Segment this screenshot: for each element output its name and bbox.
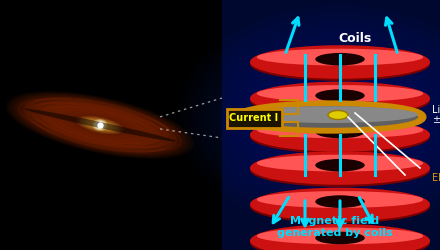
Ellipse shape: [257, 155, 423, 172]
Ellipse shape: [62, 112, 138, 138]
Ellipse shape: [315, 159, 365, 172]
Ellipse shape: [78, 117, 121, 133]
Ellipse shape: [98, 123, 103, 127]
Text: Elec: Elec: [432, 173, 440, 183]
Ellipse shape: [73, 115, 127, 135]
Ellipse shape: [6, 91, 194, 159]
Ellipse shape: [44, 105, 157, 145]
Ellipse shape: [87, 120, 114, 130]
Ellipse shape: [250, 118, 430, 152]
Ellipse shape: [16, 95, 183, 155]
Ellipse shape: [81, 118, 119, 132]
Ellipse shape: [250, 153, 430, 187]
Ellipse shape: [257, 85, 423, 102]
Ellipse shape: [94, 120, 106, 130]
Ellipse shape: [89, 121, 111, 129]
Ellipse shape: [14, 94, 186, 156]
Ellipse shape: [96, 122, 104, 128]
Ellipse shape: [250, 226, 430, 250]
Ellipse shape: [315, 126, 365, 138]
Ellipse shape: [97, 124, 103, 126]
Ellipse shape: [38, 103, 162, 147]
Ellipse shape: [46, 106, 154, 144]
Ellipse shape: [257, 122, 423, 138]
Ellipse shape: [49, 106, 151, 144]
Ellipse shape: [88, 120, 112, 130]
Ellipse shape: [242, 106, 418, 128]
Ellipse shape: [22, 97, 178, 153]
Bar: [222, 0, 440, 250]
Ellipse shape: [76, 116, 124, 134]
Ellipse shape: [315, 195, 365, 208]
Ellipse shape: [79, 117, 121, 133]
Ellipse shape: [250, 120, 430, 154]
Ellipse shape: [257, 191, 423, 208]
Ellipse shape: [328, 110, 348, 120]
Ellipse shape: [8, 92, 192, 158]
Ellipse shape: [95, 121, 105, 129]
Ellipse shape: [41, 104, 159, 146]
Text: Liqu: Liqu: [432, 105, 440, 115]
Ellipse shape: [70, 114, 130, 136]
Ellipse shape: [24, 108, 176, 142]
Ellipse shape: [27, 99, 173, 151]
Ellipse shape: [99, 124, 101, 126]
Ellipse shape: [94, 123, 106, 127]
Ellipse shape: [97, 124, 103, 126]
Text: ±h: ±h: [432, 115, 440, 125]
Ellipse shape: [238, 105, 422, 129]
Ellipse shape: [77, 116, 124, 134]
Ellipse shape: [250, 188, 430, 221]
Ellipse shape: [11, 93, 189, 157]
Ellipse shape: [91, 122, 109, 128]
Ellipse shape: [57, 110, 143, 140]
Ellipse shape: [92, 119, 107, 131]
Ellipse shape: [257, 228, 423, 244]
Ellipse shape: [68, 113, 132, 137]
Ellipse shape: [242, 112, 418, 132]
Text: Current I: Current I: [229, 113, 279, 123]
Ellipse shape: [250, 151, 430, 185]
Ellipse shape: [315, 89, 365, 102]
Ellipse shape: [257, 49, 423, 66]
Ellipse shape: [59, 110, 140, 140]
Ellipse shape: [250, 45, 430, 79]
Ellipse shape: [19, 96, 181, 154]
Ellipse shape: [250, 84, 430, 117]
Ellipse shape: [250, 47, 430, 81]
Ellipse shape: [250, 224, 430, 250]
Ellipse shape: [30, 100, 170, 150]
Ellipse shape: [250, 190, 430, 223]
Text: Magnetic field
generated by coils: Magnetic field generated by coils: [277, 216, 393, 238]
Ellipse shape: [95, 123, 106, 127]
Ellipse shape: [92, 122, 108, 128]
Ellipse shape: [82, 118, 117, 132]
Ellipse shape: [33, 101, 167, 149]
Ellipse shape: [35, 102, 165, 148]
Ellipse shape: [54, 108, 146, 142]
FancyBboxPatch shape: [227, 108, 282, 128]
Ellipse shape: [315, 53, 365, 66]
Ellipse shape: [85, 119, 115, 131]
Ellipse shape: [51, 108, 149, 142]
Ellipse shape: [84, 119, 116, 131]
Ellipse shape: [315, 232, 365, 244]
Ellipse shape: [25, 98, 176, 152]
Text: Coils: Coils: [338, 32, 372, 44]
Ellipse shape: [242, 106, 418, 123]
Ellipse shape: [250, 82, 430, 115]
Ellipse shape: [65, 112, 135, 138]
